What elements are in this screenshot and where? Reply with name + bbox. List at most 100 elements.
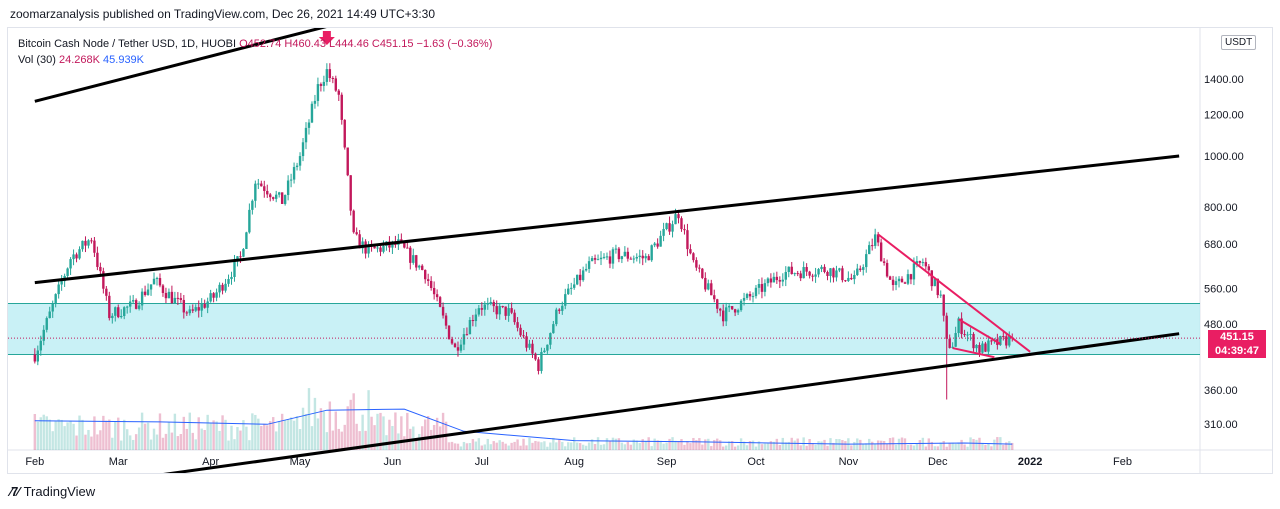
- candle-body: [313, 100, 317, 104]
- volume-bar: [272, 417, 275, 450]
- volume-bar: [1005, 442, 1008, 450]
- candle-body: [78, 249, 81, 259]
- candle-body: [468, 319, 472, 335]
- candle-body: [272, 197, 275, 199]
- candle-body: [966, 334, 969, 336]
- volume-bar: [912, 445, 916, 450]
- price-chart[interactable]: 1400.00 1200.00 1000.00 800.00 680.00 560.00 4…: [8, 28, 1272, 473]
- candle-body: [659, 235, 662, 247]
- candle-body: [549, 333, 552, 345]
- volume-bar: [96, 434, 99, 450]
- volume-bar: [319, 408, 323, 450]
- candle-body: [573, 284, 576, 288]
- volume-bar: [33, 413, 37, 450]
- chart-panel[interactable]: 1400.00 1200.00 1000.00 800.00 680.00 560.00 4…: [7, 27, 1273, 474]
- candle-body: [480, 308, 484, 310]
- footer[interactable]: ⁄7⁄ TradingView: [10, 484, 95, 499]
- volume-bar: [310, 426, 314, 450]
- volume-bar: [814, 444, 817, 450]
- x-tick-label: Feb: [1113, 456, 1132, 468]
- candle-body: [489, 301, 492, 304]
- candle-body: [251, 200, 254, 210]
- volume-bar: [298, 429, 302, 450]
- candle-body: [832, 268, 835, 278]
- volume-bar: [513, 441, 516, 450]
- volume-bar: [859, 439, 862, 450]
- volume-bar: [57, 419, 60, 450]
- candle-body: [48, 311, 51, 319]
- y-tick-label: 560.00: [1204, 284, 1238, 296]
- volume-bar: [66, 422, 69, 450]
- volume-bar: [778, 444, 782, 450]
- volume-bar: [361, 414, 364, 450]
- volume-bar: [722, 446, 725, 450]
- volume-bar: [918, 440, 922, 450]
- candle-body: [656, 243, 659, 247]
- footer-brand[interactable]: TradingView: [23, 484, 96, 499]
- candle-body: [254, 183, 257, 201]
- last-price-label: 451.15 04:39:47: [1208, 330, 1266, 358]
- candle-body: [939, 294, 942, 296]
- candle-body: [158, 278, 162, 286]
- volume-bar: [352, 393, 355, 450]
- volume-bar: [671, 437, 674, 450]
- candle-body: [426, 279, 430, 281]
- volume-bar: [155, 434, 159, 450]
- candle-body: [227, 279, 230, 284]
- volume-bar: [939, 442, 942, 450]
- volume-bar: [364, 430, 367, 450]
- candle-body: [751, 296, 755, 298]
- candle-body: [289, 179, 293, 181]
- candle-body: [689, 249, 692, 254]
- volume-bar: [51, 431, 54, 450]
- volume-bar: [84, 434, 87, 450]
- volume-bar: [525, 445, 528, 450]
- candle-body: [248, 209, 251, 233]
- volume-bar: [853, 441, 856, 450]
- candle-body: [924, 262, 928, 267]
- candle-body: [608, 256, 612, 264]
- volume-bar: [224, 419, 227, 450]
- candle-body: [862, 267, 865, 270]
- candle-body: [665, 223, 668, 230]
- volume-bar: [745, 445, 749, 450]
- ohlc-change: −1.63 (−0.36%): [416, 38, 493, 50]
- volume-bar: [698, 438, 701, 450]
- candle-body: [295, 165, 299, 168]
- volume-bar: [1008, 441, 1011, 450]
- candle-body: [462, 334, 466, 345]
- candle-body: [617, 248, 621, 260]
- candle-body: [298, 156, 302, 166]
- candle-body: [328, 69, 332, 79]
- candle-body: [155, 278, 159, 280]
- volume-bar: [522, 438, 525, 450]
- volume-bar: [146, 422, 150, 450]
- volume-bar: [689, 443, 692, 450]
- candle-body: [868, 245, 871, 255]
- candle-body: [441, 306, 445, 316]
- candle-body: [409, 247, 412, 263]
- volume-bar: [170, 432, 174, 450]
- volume-bar: [656, 440, 659, 450]
- candle-body: [817, 269, 820, 275]
- volume-bar: [584, 445, 588, 450]
- candle-body: [307, 122, 311, 128]
- volume-bar: [266, 425, 269, 450]
- candle-body: [811, 275, 814, 277]
- candle-body: [367, 244, 370, 254]
- currency-button[interactable]: USDT: [1221, 35, 1257, 50]
- volume-bar: [492, 441, 495, 450]
- x-tick-label: Jun: [384, 456, 402, 468]
- candle-body: [629, 258, 633, 260]
- ohlc-high: H460.43: [284, 38, 326, 50]
- candle-body: [149, 284, 153, 290]
- volume-bar: [340, 431, 343, 450]
- volume-bar: [969, 437, 972, 450]
- volume-bar: [620, 442, 624, 450]
- volume-bar: [221, 415, 224, 450]
- volume-bar: [799, 445, 802, 450]
- candle-body: [1005, 336, 1008, 346]
- volume-ma-line: [34, 408, 1013, 445]
- volume-bar: [894, 444, 898, 450]
- volume-bar: [930, 441, 933, 450]
